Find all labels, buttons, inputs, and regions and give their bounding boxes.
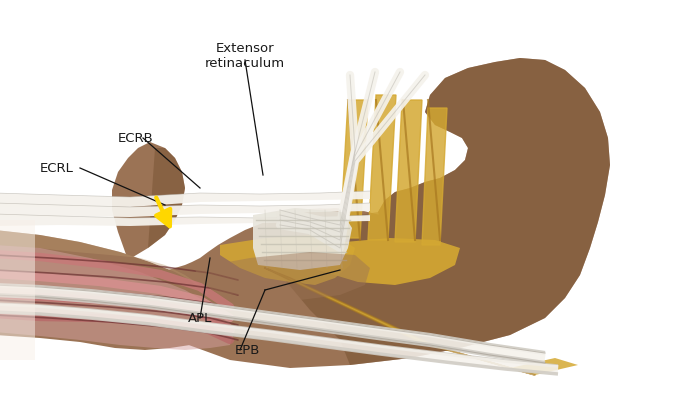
Polygon shape	[112, 142, 185, 260]
Text: APL: APL	[188, 312, 213, 325]
Polygon shape	[0, 203, 370, 217]
Polygon shape	[0, 220, 35, 360]
Text: ECRB: ECRB	[118, 132, 154, 144]
Text: Extensor
retinaculum: Extensor retinaculum	[205, 42, 285, 70]
Polygon shape	[0, 191, 370, 207]
Polygon shape	[220, 235, 355, 285]
Polygon shape	[368, 95, 396, 240]
Polygon shape	[0, 245, 235, 350]
Polygon shape	[295, 238, 460, 285]
Polygon shape	[195, 252, 370, 300]
Polygon shape	[148, 148, 185, 248]
Text: ECRL: ECRL	[40, 161, 74, 174]
Polygon shape	[0, 230, 215, 305]
Polygon shape	[115, 58, 610, 368]
Text: EPB: EPB	[235, 344, 261, 356]
Polygon shape	[415, 340, 535, 375]
Polygon shape	[265, 268, 440, 348]
Polygon shape	[0, 230, 218, 350]
Polygon shape	[260, 58, 610, 365]
Polygon shape	[253, 208, 352, 270]
Polygon shape	[0, 214, 370, 226]
Polygon shape	[422, 108, 447, 245]
Polygon shape	[510, 358, 578, 375]
Polygon shape	[395, 100, 422, 242]
Polygon shape	[340, 100, 368, 238]
